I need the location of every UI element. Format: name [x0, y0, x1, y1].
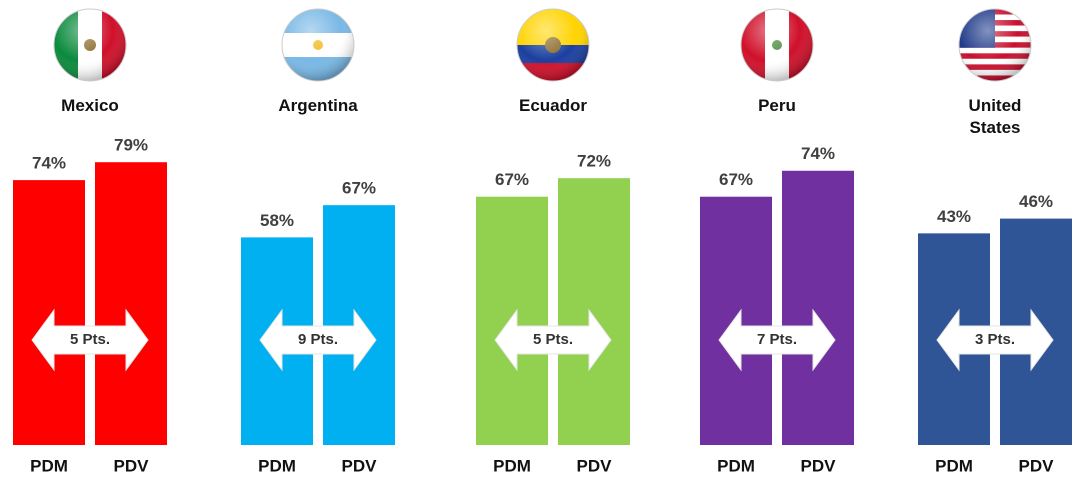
gap-arrow [494, 308, 612, 372]
annotation: 9 Pts. [298, 331, 338, 348]
x-tick-label: PDM [717, 456, 755, 475]
flag-shine [53, 8, 127, 82]
gap-arrow [936, 308, 1054, 372]
bar [95, 162, 167, 445]
value-label: 67% [342, 179, 376, 198]
chart-title-box: Mexico [61, 96, 119, 115]
x-tick-label: PDV [1019, 456, 1055, 475]
x-tick-label: PDM [493, 456, 531, 475]
bar [558, 178, 630, 446]
x-tick-label: PDV [342, 456, 378, 475]
bar [782, 170, 854, 445]
value-label: 74% [801, 144, 835, 163]
flag-shine [740, 8, 814, 82]
bar [13, 180, 85, 445]
annotation: 3 Pts. [975, 331, 1015, 348]
chart-title: Peru [758, 96, 796, 115]
x-tick-label: PDM [935, 456, 973, 475]
value-label: 74% [32, 154, 66, 173]
flag-shine [958, 8, 1032, 82]
value-label: 58% [260, 211, 294, 230]
chart-title-box: Peru [758, 96, 796, 115]
value-label: 79% [114, 136, 148, 155]
chart-title: Argentina [278, 96, 358, 115]
chart-title: United States [968, 96, 1022, 137]
value-label: 67% [495, 170, 529, 189]
value-label: 67% [719, 170, 753, 189]
x-tick-label: PDV [114, 456, 150, 475]
chart-title-box: Argentina [278, 96, 358, 115]
x-tick-label: PDM [30, 456, 68, 475]
chart-title-box: United States [968, 96, 1022, 137]
flag-shine [281, 8, 355, 82]
gap-arrow [259, 308, 377, 372]
x-tick-label: PDM [258, 456, 296, 475]
chart-title: Ecuador [518, 96, 588, 115]
flag-shine [516, 8, 590, 82]
x-tick-label: PDV [577, 456, 613, 475]
chart-title-box: Ecuador [518, 96, 588, 115]
gap-arrow [718, 308, 836, 372]
annotation: 7 Pts. [757, 331, 797, 348]
chart-title: Mexico [61, 96, 119, 115]
gap-arrow [31, 308, 149, 372]
value-label: 43% [937, 207, 971, 226]
annotation: 5 Pts. [70, 331, 110, 348]
x-tick-label: PDV [801, 456, 837, 475]
annotation: 5 Pts. [533, 331, 573, 348]
value-label: 46% [1019, 192, 1053, 211]
value-label: 72% [577, 152, 611, 171]
